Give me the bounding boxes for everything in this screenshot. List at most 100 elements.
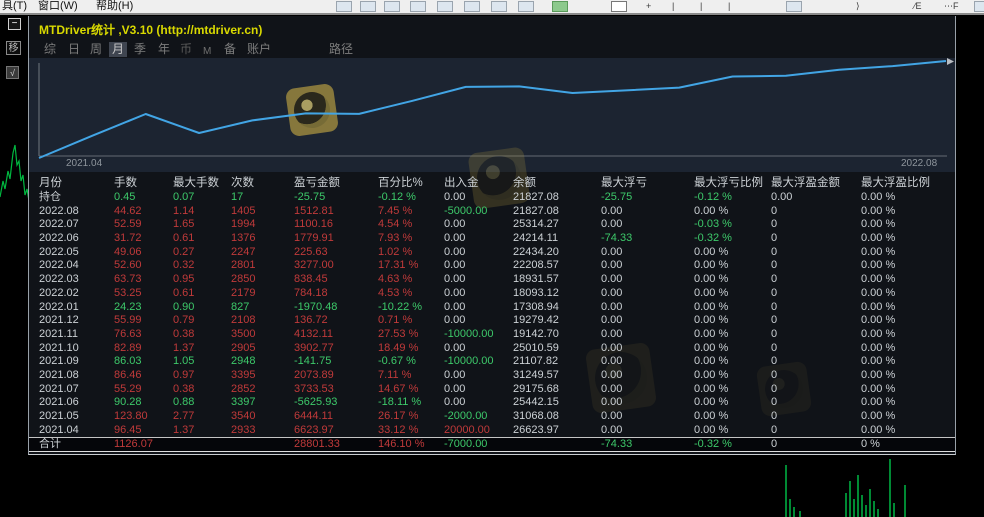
table-cell: 0.00 % — [694, 396, 729, 409]
new-chart-icon[interactable] — [410, 1, 426, 12]
table-cell: 0.00 % — [861, 286, 896, 299]
table-row[interactable]: 2021.06 90.28 0.88 3397 -5625.93 -18.11 % 0.00… — [29, 396, 955, 410]
table-cell: 0 — [771, 314, 778, 327]
tab-currency[interactable]: 币 — [180, 42, 193, 56]
fibo-e-icon[interactable]: ⁄E — [914, 1, 922, 11]
auto-trading-icon[interactable] — [552, 1, 568, 12]
table-cell: 123.80 — [114, 410, 148, 422]
table-row[interactable]: 2022.08 44.62 1.14 1405 1512.81 7.45 % -5000.0… — [29, 205, 955, 219]
tab-quarterly[interactable]: 季 — [134, 42, 147, 56]
table-row[interactable]: 2021.05 123.80 2.77 3540 6444.11 26.17 % -2000… — [29, 410, 955, 424]
table-cell: 1.02 % — [378, 245, 413, 258]
table-cell: 0.00 % — [861, 259, 896, 272]
table-cell: 2801 — [231, 259, 256, 272]
table-cell: 4132.11 — [294, 327, 333, 340]
table-cell: 1.05 — [173, 355, 195, 368]
table-cell: 0.32 — [173, 259, 195, 272]
table-row[interactable]: 2022.02 53.25 0.61 2179 784.18 4.53 % 0.00 1809… — [29, 287, 955, 301]
table-cell: 0.00 — [601, 355, 623, 368]
move-button[interactable]: 移 — [6, 41, 21, 55]
tab-composite[interactable]: 综 — [44, 42, 57, 56]
table-cell: 0.07 — [173, 191, 195, 203]
table-row[interactable]: 2022.01 24.23 0.90 827 -1970.48 -10.22 % 0.00 1… — [29, 301, 955, 315]
column-header: 月份 — [39, 177, 62, 189]
table-cell: 21827.08 — [513, 191, 559, 203]
table-row[interactable]: 2021.09 86.03 1.05 2948 -141.75 -0.67 % -10000… — [29, 355, 955, 369]
table-row[interactable]: 2021.07 55.29 0.38 2852 3733.53 14.67 % 0.00 29… — [29, 383, 955, 397]
check-button[interactable]: √ — [6, 66, 19, 79]
table-cell: 2933 — [231, 423, 256, 436]
table-row[interactable]: 2022.05 49.06 0.27 2247 225.63 1.02 % 0.00 2243… — [29, 246, 955, 260]
table-cell: 0.71 % — [378, 314, 413, 327]
zoom-in-icon[interactable] — [464, 1, 480, 12]
table-cell: 0.00 % — [694, 382, 729, 395]
table-cell: 0.00 — [444, 286, 466, 299]
table-cell: 0.00 — [601, 259, 623, 272]
table-row[interactable]: 2022.03 63.73 0.95 2850 838.45 4.63 % 0.00 1893… — [29, 273, 955, 287]
table-row[interactable]: 2022.07 52.59 1.65 1994 1100.16 4.54 % 0.00 253… — [29, 218, 955, 232]
tab-yearly[interactable]: 年 — [158, 42, 171, 56]
vline-tool-icon[interactable]: | — [672, 1, 675, 11]
chart-window-icon[interactable] — [336, 1, 352, 12]
channel-tool-icon[interactable] — [786, 1, 802, 12]
table-cell: 0.00 — [444, 218, 466, 231]
table-cell: 0 — [771, 410, 778, 422]
zoom-out-icon[interactable] — [491, 1, 507, 12]
table-cell: 0 — [771, 300, 778, 313]
table-cell: 0.00 % — [694, 341, 729, 354]
background-price-line — [0, 144, 30, 202]
table-cell: 86.03 — [114, 355, 142, 368]
row-label: 2022.08 — [39, 204, 79, 217]
tab-account[interactable]: 账户 — [247, 42, 272, 56]
table-row[interactable]: 2022.06 31.72 0.61 1376 1779.91 7.93 % 0.00 242… — [29, 232, 955, 246]
table-cell: 1376 — [231, 232, 256, 245]
table-row[interactable]: 2021.12 55.99 0.79 2108 136.72 0.71 % 0.00 1927… — [29, 314, 955, 328]
table-cell: 26623.97 — [513, 423, 559, 436]
tile-windows-icon[interactable] — [360, 1, 376, 12]
table-cell: 0.00 % — [861, 245, 896, 258]
table-row[interactable]: 2021.08 86.46 0.97 3395 2073.89 7.11 % 0.00 312… — [29, 369, 955, 383]
arrow-tool-icon[interactable]: ⟩ — [856, 1, 860, 11]
tab-m[interactable]: M — [203, 46, 212, 57]
tab-daily[interactable]: 日 — [68, 42, 81, 56]
table-row[interactable]: 2021.10 82.89 1.37 2905 3902.77 18.49 % 0.00 25… — [29, 342, 955, 356]
cursor-tool-icon[interactable] — [611, 1, 627, 12]
table-cell: 52.60 — [114, 259, 142, 272]
series-end-marker-icon — [947, 58, 954, 65]
table-row[interactable]: 2021.04 96.45 1.37 2933 6623.97 33.12 % 20000.… — [29, 424, 955, 438]
fibo-f-icon[interactable]: ⋯F — [944, 1, 959, 11]
table-cell: 55.29 — [114, 382, 142, 395]
table-cell: 63.73 — [114, 273, 142, 286]
new-order-icon[interactable] — [518, 1, 534, 12]
table-cell: 0.00 — [444, 396, 466, 409]
tab-weekly[interactable]: 周 — [90, 42, 103, 56]
tab-notes[interactable]: 备 — [224, 42, 237, 56]
table-row[interactable]: 2022.04 52.60 0.32 2801 3277.00 17.31 % 0.00 22… — [29, 259, 955, 273]
shapes-icon[interactable] — [974, 1, 984, 12]
table-total-row[interactable]: 合计 1126.07 28801.33 146.10 % -7000.00 -74.33 -… — [29, 437, 955, 453]
tab-monthly[interactable]: 月 — [109, 42, 128, 57]
table-cell: 0 — [771, 438, 778, 451]
table-cell: -0.32 % — [694, 232, 732, 245]
table-cell: -10000.00 — [444, 327, 494, 340]
menu-item-window[interactable]: 窗口(W) — [38, 0, 78, 12]
table-cell: -1970.48 — [294, 300, 338, 313]
table-cell: 0.00 % — [694, 286, 729, 299]
cascade-windows-icon[interactable] — [384, 1, 400, 12]
profiles-icon[interactable] — [437, 1, 453, 12]
table-row[interactable]: 2021.11 76.63 0.38 3500 4132.11 27.53 % -10000… — [29, 328, 955, 342]
table-cell: 17 — [231, 191, 244, 203]
hline-tool-icon[interactable]: | — [700, 1, 703, 11]
menu-item-help[interactable]: 帮助(H) — [96, 0, 134, 12]
table-row[interactable]: 持仓 0.45 0.07 17 -25.75 -0.12 % 0.00 21827.08 -25… — [29, 191, 955, 205]
tab-path[interactable]: 路径 — [329, 42, 354, 56]
minimize-button[interactable]: − — [8, 18, 21, 30]
table-cell: -74.33 — [601, 232, 633, 245]
table-cell: 53.25 — [114, 286, 142, 299]
table-cell: 0.00 % — [694, 204, 729, 217]
background-candles — [785, 459, 906, 517]
crosshair-tool-icon[interactable]: + — [646, 1, 652, 11]
table-cell: 1512.81 — [294, 204, 334, 217]
trendline-tool-icon[interactable]: | — [728, 1, 731, 11]
menu-item-tools[interactable]: 具(T) — [2, 0, 28, 12]
